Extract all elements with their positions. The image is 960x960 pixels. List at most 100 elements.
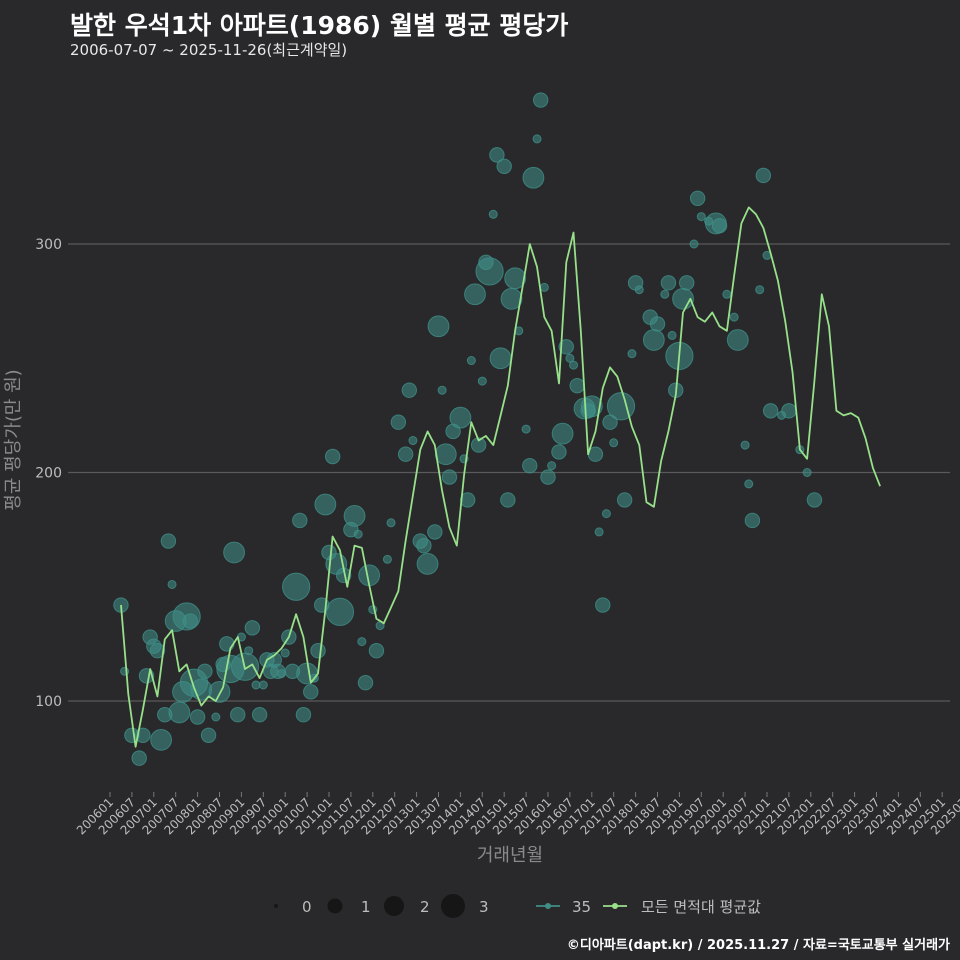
bubble-point bbox=[200, 727, 217, 743]
bubble-point bbox=[397, 446, 414, 462]
chart-subtitle: 2006-07-07 ~ 2025-11-26(최근계약일) bbox=[70, 41, 348, 59]
bubble-point bbox=[689, 239, 699, 249]
bubble-point bbox=[470, 437, 487, 453]
bubble-point bbox=[441, 469, 458, 485]
bubble-point bbox=[325, 597, 355, 626]
bubble-point bbox=[522, 457, 538, 474]
bubble-point bbox=[489, 147, 505, 163]
bubble-point bbox=[208, 680, 231, 703]
legend-series-label: 모든 면적대 평균값 bbox=[641, 898, 761, 916]
bubble-point bbox=[711, 218, 728, 234]
bubble-point bbox=[667, 330, 677, 340]
bubble-point bbox=[292, 512, 308, 529]
bubble-point bbox=[580, 395, 603, 418]
legend-size-3 bbox=[441, 894, 465, 918]
bubble-point bbox=[277, 669, 287, 679]
legend-line-dot bbox=[612, 903, 618, 909]
bubble-point bbox=[223, 541, 246, 564]
bubble-point bbox=[802, 468, 812, 477]
legend-size-label: 2 bbox=[420, 898, 430, 916]
bubble-point bbox=[500, 492, 516, 508]
bubble-point bbox=[616, 492, 633, 508]
bubble-point bbox=[314, 493, 337, 516]
bubble-point bbox=[460, 492, 476, 508]
bubble-point bbox=[606, 392, 636, 421]
bubble-point bbox=[744, 512, 761, 529]
bubble-point bbox=[489, 347, 512, 370]
bubble-point bbox=[368, 643, 385, 659]
bubble-point bbox=[477, 376, 487, 386]
legend-size-label: 3 bbox=[479, 898, 489, 916]
legend: 0 1 2 3 35 모든 면적대 평균값 bbox=[274, 894, 761, 918]
bubble-point bbox=[781, 403, 797, 419]
bubble-point bbox=[744, 479, 754, 489]
y-axis-ticks: 100 200 300 bbox=[35, 237, 62, 710]
bubble-point bbox=[449, 406, 472, 429]
bubble-point bbox=[595, 597, 611, 613]
x-axis-title: 거래년월 bbox=[477, 845, 543, 866]
y-tick-label: 200 bbox=[35, 466, 62, 482]
bubble-point bbox=[551, 422, 574, 445]
bubble-point bbox=[150, 728, 173, 751]
bubble-point bbox=[565, 353, 575, 363]
bubble-point bbox=[504, 267, 527, 290]
bubble-point bbox=[488, 209, 498, 219]
bubble-point bbox=[211, 712, 221, 722]
bubble-point bbox=[230, 707, 246, 723]
bubble-point bbox=[189, 709, 206, 725]
bubble-point bbox=[558, 339, 574, 355]
bubble-point bbox=[806, 492, 823, 508]
bubble-point bbox=[679, 275, 695, 291]
bubble-point bbox=[427, 315, 450, 338]
x-axis-ticks: 2006012006072007012007072008012008072009… bbox=[74, 792, 960, 838]
bubble-point bbox=[522, 166, 545, 189]
y-axis-title: 평균 평당가(만 원) bbox=[3, 369, 24, 510]
bubble-point bbox=[343, 505, 366, 527]
bubble-point bbox=[149, 643, 166, 659]
bubble-point bbox=[386, 518, 396, 528]
bubble-point bbox=[324, 448, 341, 465]
bubble-point bbox=[131, 750, 147, 766]
bubble-series bbox=[113, 92, 823, 766]
legend-bubble-dot bbox=[545, 903, 551, 909]
bubble-point bbox=[437, 385, 447, 395]
bubble-point bbox=[627, 349, 637, 359]
bubble-point bbox=[258, 680, 268, 690]
bubble-point bbox=[280, 648, 290, 658]
bubble-point bbox=[197, 663, 213, 679]
bubble-point bbox=[551, 444, 567, 460]
y-tick-label: 300 bbox=[35, 237, 62, 253]
bubble-point bbox=[427, 524, 443, 540]
bubble-point bbox=[357, 675, 374, 691]
bubble-point bbox=[390, 414, 407, 430]
bubble-point bbox=[594, 527, 604, 537]
bubble-point bbox=[609, 438, 619, 448]
bubble-point bbox=[696, 212, 706, 222]
bubble-point bbox=[357, 637, 367, 647]
bubble-point bbox=[539, 282, 549, 292]
bubble-point bbox=[353, 529, 363, 539]
legend-size-label: 1 bbox=[361, 898, 371, 916]
bubble-point bbox=[475, 257, 504, 286]
bubble-point bbox=[740, 440, 750, 450]
bubble-point bbox=[532, 134, 542, 144]
legend-size-2 bbox=[384, 896, 404, 916]
bubble-point bbox=[547, 461, 557, 471]
bubble-point bbox=[601, 509, 611, 519]
bubble-point bbox=[634, 285, 644, 295]
bubble-point bbox=[569, 377, 585, 394]
bubble-point bbox=[282, 572, 311, 601]
bubble-point bbox=[660, 275, 677, 291]
bubble-point bbox=[755, 167, 772, 184]
bubble-point bbox=[729, 312, 739, 322]
bubble-point bbox=[642, 329, 665, 351]
legend-size-1 bbox=[327, 898, 343, 914]
average-line bbox=[120, 206, 881, 748]
bubble-point bbox=[251, 707, 268, 723]
source-credit: ©디아파트(dapt.kr) / 2025.11.27 / 자료=국토교통부 실… bbox=[566, 938, 950, 953]
bubble-point bbox=[401, 382, 417, 398]
bubble-point bbox=[649, 316, 666, 332]
bubble-point bbox=[219, 636, 235, 652]
bubble-point bbox=[755, 285, 765, 295]
